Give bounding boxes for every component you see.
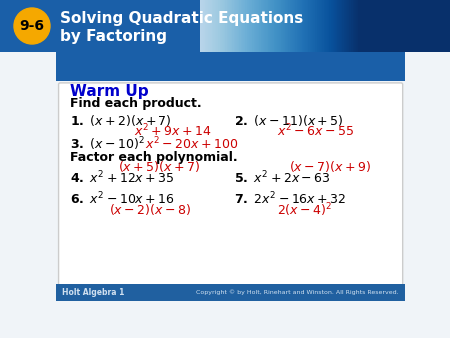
- Text: $\mathbf{7.}$ $2x^2 - 16x + 32$: $\mathbf{7.}$ $2x^2 - 16x + 32$: [234, 191, 347, 208]
- Circle shape: [14, 8, 50, 44]
- FancyBboxPatch shape: [56, 41, 405, 80]
- Text: $x^2 - 20x + 100$: $x^2 - 20x + 100$: [145, 136, 238, 152]
- FancyBboxPatch shape: [0, 0, 200, 52]
- Text: $(x + 5)(x + 7)$: $(x + 5)(x + 7)$: [118, 159, 200, 174]
- Text: Solving Quadratic Equations: Solving Quadratic Equations: [60, 10, 303, 25]
- Text: by Factoring: by Factoring: [60, 28, 167, 44]
- Text: Find each product.: Find each product.: [70, 97, 202, 110]
- Text: Holt Algebra 1: Holt Algebra 1: [63, 288, 125, 297]
- Text: $x^2 - 6x - 55$: $x^2 - 6x - 55$: [277, 123, 354, 140]
- Text: $\mathbf{6.}$ $x^2 - 10x + 16$: $\mathbf{6.}$ $x^2 - 10x + 16$: [70, 191, 175, 208]
- Text: $\mathbf{2.}$ $(x - 11)(x + 5)$: $\mathbf{2.}$ $(x - 11)(x + 5)$: [234, 113, 344, 128]
- Text: $\mathbf{5.}$ $x^2 + 2x - 63$: $\mathbf{5.}$ $x^2 + 2x - 63$: [234, 169, 331, 186]
- Text: $\mathbf{3.}$ $(x - 10)^2$: $\mathbf{3.}$ $(x - 10)^2$: [70, 135, 145, 152]
- Text: $\mathbf{1.}$ $(x + 2)(x + 7)$: $\mathbf{1.}$ $(x + 2)(x + 7)$: [70, 113, 172, 128]
- Text: $\mathbf{4.}$ $x^2 + 12x + 35$: $\mathbf{4.}$ $x^2 + 12x + 35$: [70, 169, 175, 186]
- Text: Warm Up: Warm Up: [70, 84, 149, 99]
- Text: $(x - 7)(x + 9)$: $(x - 7)(x + 9)$: [289, 159, 371, 174]
- Text: $2(x - 4)^2$: $2(x - 4)^2$: [277, 201, 332, 219]
- FancyBboxPatch shape: [58, 83, 403, 285]
- Text: Factor each polynomial.: Factor each polynomial.: [70, 151, 238, 164]
- FancyBboxPatch shape: [56, 284, 405, 301]
- Text: Copyright © by Holt, Rinehart and Winston. All Rights Reserved.: Copyright © by Holt, Rinehart and Winsto…: [196, 290, 399, 295]
- Text: $x^2 + 9x + 14$: $x^2 + 9x + 14$: [134, 123, 211, 140]
- Text: 9-6: 9-6: [19, 19, 45, 33]
- Text: $(x - 2)(x - 8)$: $(x - 2)(x - 8)$: [109, 202, 191, 217]
